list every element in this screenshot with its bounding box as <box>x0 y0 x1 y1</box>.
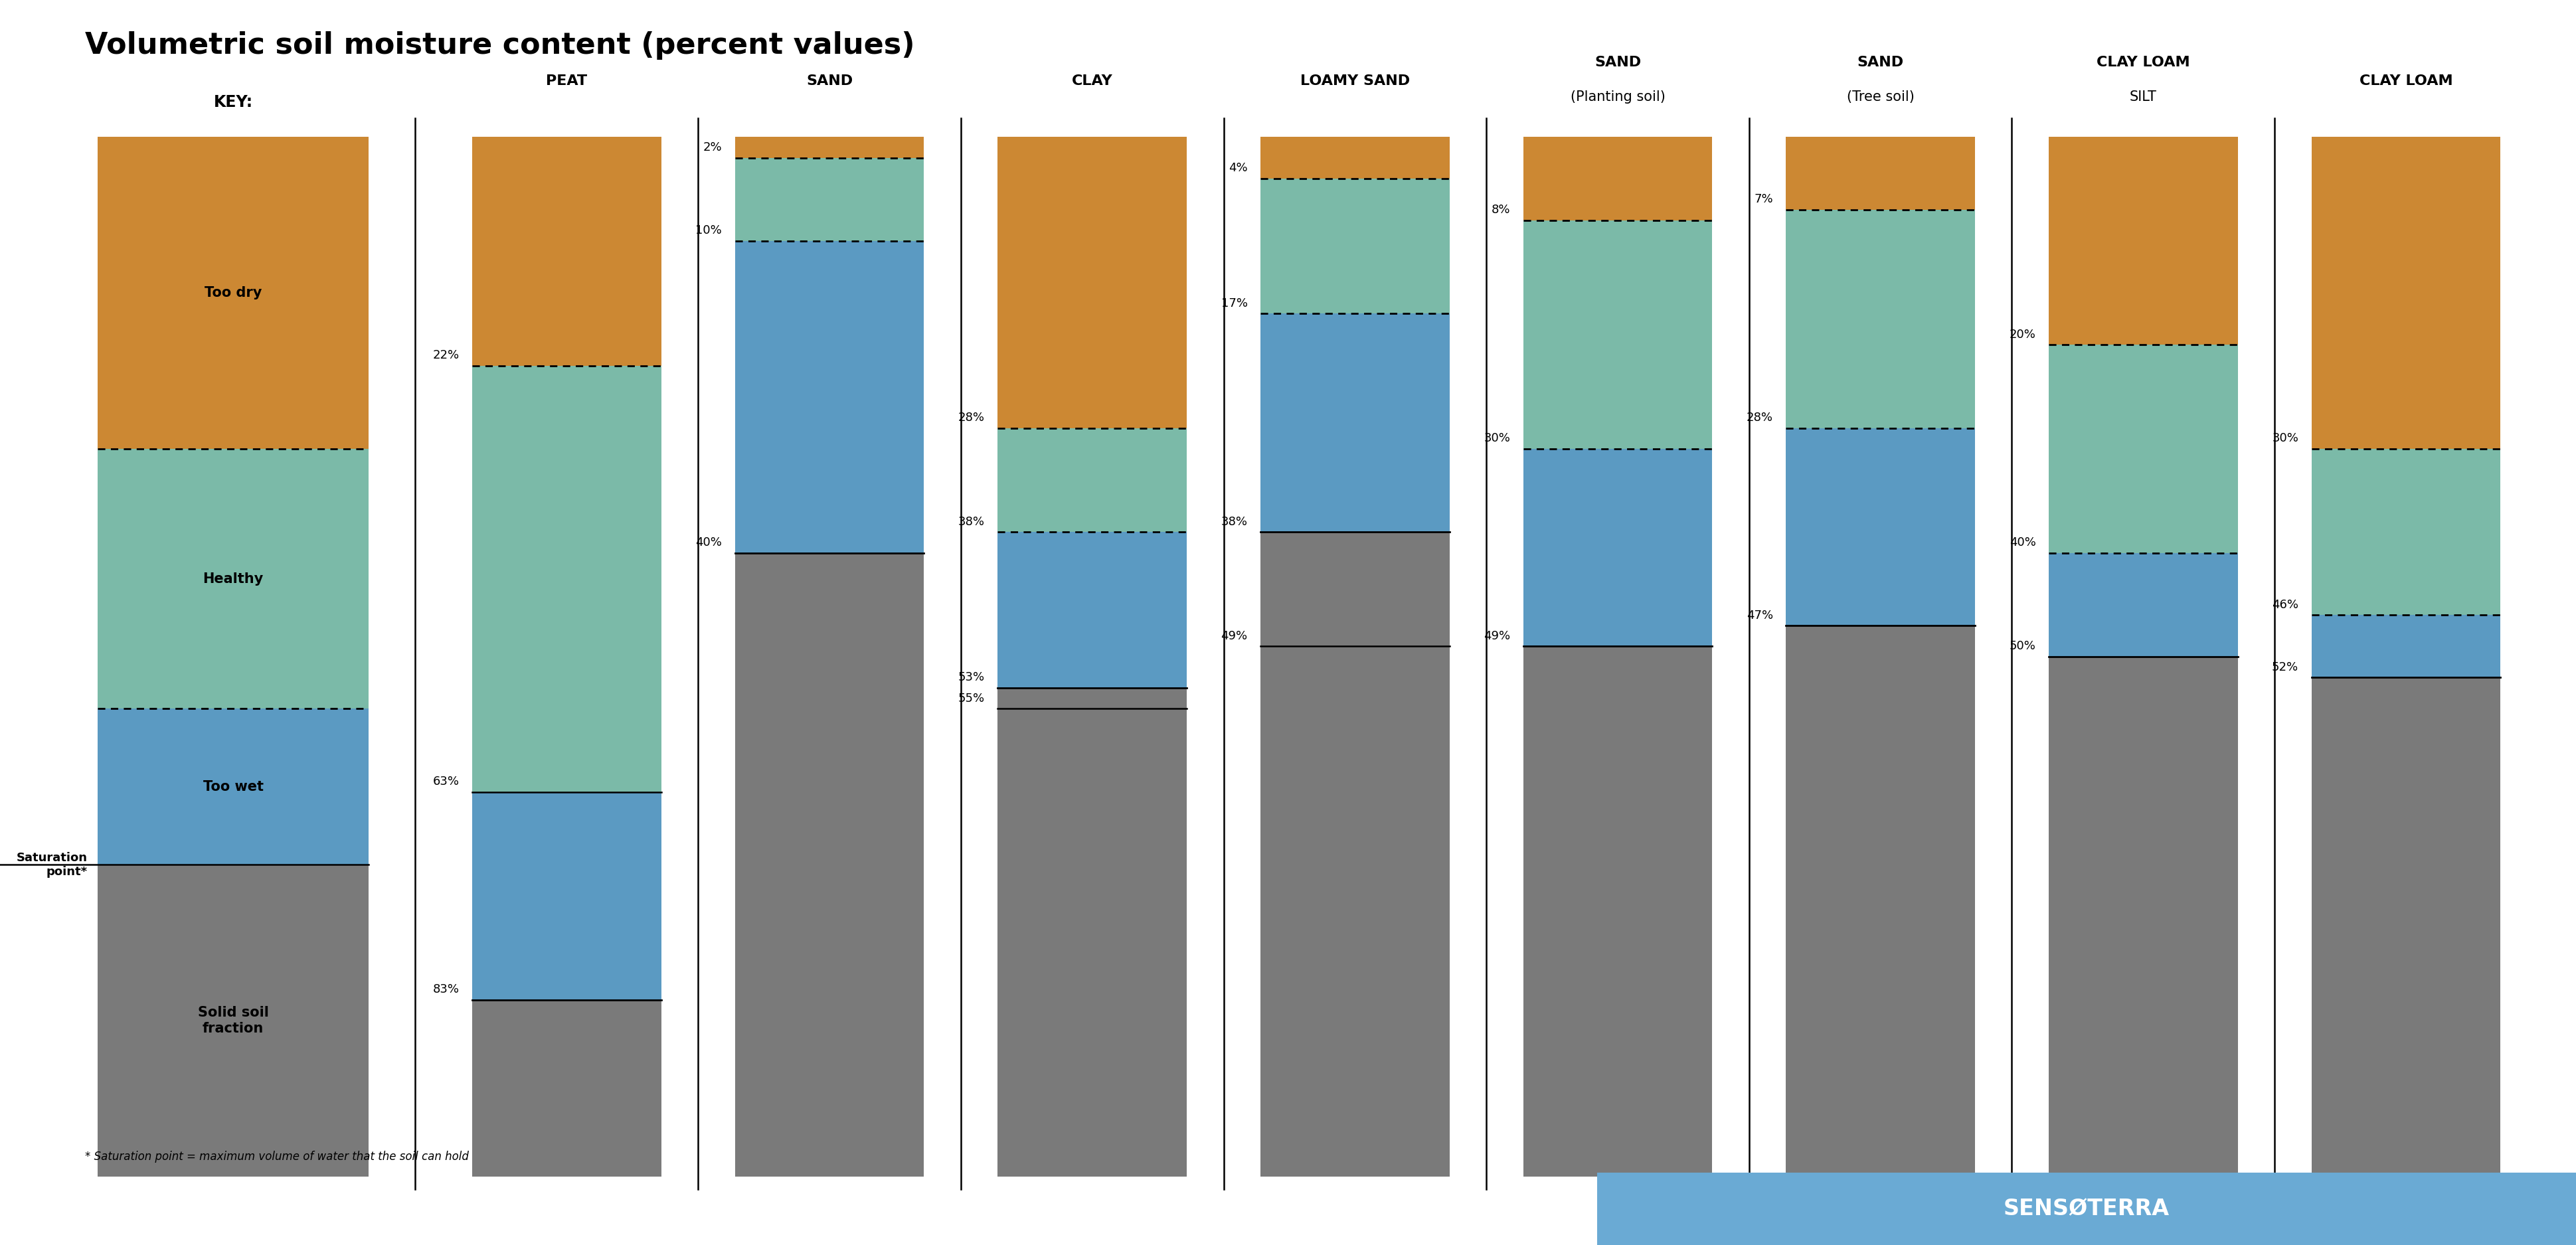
Bar <box>1785 137 1976 209</box>
Text: 30%: 30% <box>2272 432 2298 444</box>
Text: Healthy: Healthy <box>204 573 263 585</box>
Text: SAND: SAND <box>1857 56 1904 68</box>
Bar <box>2311 615 2501 677</box>
Text: 40%: 40% <box>696 537 721 548</box>
Text: 7%: 7% <box>1754 193 1772 205</box>
Text: SAND: SAND <box>806 75 853 87</box>
Bar <box>1260 314 1450 532</box>
Text: 17%: 17% <box>1221 298 1247 309</box>
Text: 46%: 46% <box>2272 599 2298 611</box>
Bar <box>734 242 925 553</box>
Bar <box>2311 448 2501 615</box>
Text: CLAY LOAM: CLAY LOAM <box>2360 75 2452 87</box>
Bar <box>2311 677 2501 1177</box>
Bar <box>471 366 662 792</box>
Text: 22%: 22% <box>433 350 459 361</box>
Text: 50%: 50% <box>2009 640 2035 652</box>
Bar <box>1260 532 1450 1177</box>
Bar <box>2048 553 2239 657</box>
Text: 49%: 49% <box>1221 630 1247 642</box>
Bar <box>98 864 368 1177</box>
Bar <box>471 137 662 366</box>
Bar <box>734 158 925 242</box>
Bar <box>1522 220 1713 448</box>
Text: SILT: SILT <box>2130 91 2156 103</box>
Bar <box>1522 137 1713 220</box>
Text: 28%: 28% <box>1747 412 1772 423</box>
Bar <box>98 137 368 448</box>
Bar <box>98 448 368 708</box>
Text: LOAMY SAND: LOAMY SAND <box>1301 75 1409 87</box>
Bar <box>734 137 925 158</box>
Text: KEY:: KEY: <box>214 95 252 110</box>
Bar <box>1522 646 1713 1177</box>
Text: 28%: 28% <box>958 412 984 423</box>
Bar <box>2048 137 2239 345</box>
Text: 49%: 49% <box>1484 630 1510 642</box>
Text: 4%: 4% <box>1229 162 1247 174</box>
Bar <box>997 532 1188 688</box>
Bar <box>1260 137 1450 178</box>
Text: SENSØTERRA: SENSØTERRA <box>2004 1198 2169 1220</box>
Text: 52%: 52% <box>2272 661 2298 674</box>
Text: 38%: 38% <box>958 515 984 528</box>
Bar <box>471 1000 662 1177</box>
Bar <box>1260 178 1450 314</box>
Text: 10%: 10% <box>696 224 721 237</box>
Text: 20%: 20% <box>2009 329 2035 341</box>
Text: 47%: 47% <box>1747 609 1772 621</box>
Text: 30%: 30% <box>1484 432 1510 444</box>
Text: Volumetric soil moisture content (percent values): Volumetric soil moisture content (percen… <box>85 31 914 60</box>
Text: 38%: 38% <box>1221 515 1247 528</box>
Bar <box>1785 209 1976 428</box>
Text: 2%: 2% <box>703 142 721 153</box>
Bar <box>1522 448 1713 646</box>
Text: 53%: 53% <box>958 671 984 684</box>
Text: 55%: 55% <box>958 692 984 705</box>
Text: * Saturation point = maximum volume of water that the soil can hold: * Saturation point = maximum volume of w… <box>85 1150 469 1163</box>
Text: Saturation
point*: Saturation point* <box>15 852 88 878</box>
Text: CLAY: CLAY <box>1072 75 1113 87</box>
Text: Too dry: Too dry <box>204 286 263 300</box>
Bar <box>997 688 1188 1177</box>
Text: Solid soil
fraction: Solid soil fraction <box>198 1006 268 1035</box>
Text: CLAY LOAM: CLAY LOAM <box>2097 56 2190 68</box>
Text: (Planting soil): (Planting soil) <box>1571 91 1664 103</box>
Text: 8%: 8% <box>1492 204 1510 215</box>
Bar <box>2048 345 2239 553</box>
Bar <box>98 708 368 864</box>
Bar <box>1785 428 1976 625</box>
Bar <box>471 792 662 1000</box>
Text: (Tree soil): (Tree soil) <box>1847 91 1914 103</box>
Bar <box>734 553 925 1177</box>
Text: 63%: 63% <box>433 776 459 788</box>
Text: 40%: 40% <box>2009 537 2035 548</box>
Text: PEAT: PEAT <box>546 75 587 87</box>
Text: SAND: SAND <box>1595 56 1641 68</box>
Bar <box>997 428 1188 532</box>
Text: Too wet: Too wet <box>204 781 263 793</box>
Text: 83%: 83% <box>433 984 459 996</box>
Bar <box>2048 657 2239 1177</box>
Bar <box>2311 137 2501 448</box>
Bar <box>1785 625 1976 1177</box>
Bar <box>997 137 1188 428</box>
Bar <box>1597 1173 2576 1245</box>
